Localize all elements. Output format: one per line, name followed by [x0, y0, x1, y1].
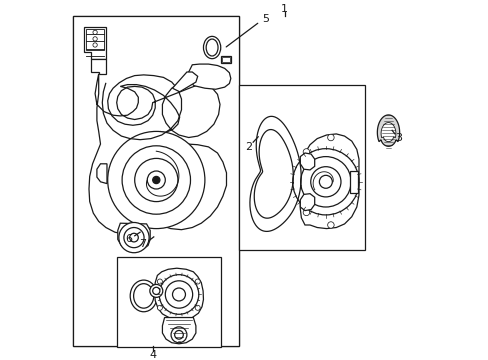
Circle shape	[92, 40, 97, 45]
Polygon shape	[84, 31, 106, 83]
Circle shape	[310, 167, 340, 197]
Polygon shape	[118, 223, 150, 250]
Circle shape	[119, 222, 149, 253]
Circle shape	[174, 330, 183, 339]
Polygon shape	[172, 72, 197, 92]
Polygon shape	[377, 115, 399, 146]
Polygon shape	[300, 153, 314, 170]
Polygon shape	[239, 85, 365, 250]
Polygon shape	[300, 134, 358, 229]
Text: 2: 2	[245, 141, 252, 152]
Circle shape	[152, 176, 160, 184]
Polygon shape	[73, 16, 239, 346]
Circle shape	[171, 327, 186, 343]
Circle shape	[152, 287, 160, 294]
Circle shape	[149, 284, 163, 297]
Circle shape	[327, 134, 333, 141]
Circle shape	[157, 305, 162, 310]
Polygon shape	[117, 257, 221, 347]
Ellipse shape	[206, 39, 218, 56]
Circle shape	[195, 279, 200, 284]
Polygon shape	[73, 16, 239, 346]
Circle shape	[122, 146, 190, 214]
Polygon shape	[89, 74, 226, 234]
Polygon shape	[349, 171, 357, 193]
Polygon shape	[300, 194, 314, 211]
Polygon shape	[222, 57, 230, 62]
Circle shape	[172, 288, 185, 301]
Ellipse shape	[133, 284, 153, 308]
Polygon shape	[221, 56, 230, 63]
Polygon shape	[91, 59, 106, 74]
Circle shape	[93, 37, 97, 41]
Circle shape	[92, 54, 97, 59]
Circle shape	[147, 171, 165, 189]
Circle shape	[303, 209, 309, 216]
Circle shape	[107, 131, 204, 229]
Polygon shape	[86, 29, 104, 50]
Text: 4: 4	[149, 350, 156, 360]
Polygon shape	[154, 268, 203, 320]
Text: 7: 7	[139, 239, 146, 249]
Circle shape	[157, 279, 162, 284]
Text: 6: 6	[125, 234, 132, 244]
Polygon shape	[84, 27, 106, 59]
Polygon shape	[91, 93, 217, 229]
Circle shape	[300, 157, 350, 207]
Circle shape	[93, 43, 97, 47]
Polygon shape	[188, 64, 230, 89]
Text: 1: 1	[281, 4, 288, 14]
Circle shape	[92, 47, 97, 52]
Text: 3: 3	[394, 132, 401, 143]
Circle shape	[92, 33, 97, 39]
Polygon shape	[97, 164, 107, 184]
Circle shape	[134, 158, 178, 202]
Circle shape	[123, 228, 144, 248]
Circle shape	[292, 149, 358, 215]
Circle shape	[195, 305, 200, 310]
Text: 5: 5	[262, 14, 268, 24]
Ellipse shape	[130, 280, 157, 312]
Circle shape	[129, 233, 138, 242]
Circle shape	[159, 275, 199, 314]
Circle shape	[327, 222, 333, 228]
Circle shape	[319, 175, 332, 188]
Polygon shape	[162, 318, 196, 344]
Circle shape	[165, 281, 192, 308]
Ellipse shape	[203, 36, 220, 59]
Polygon shape	[380, 123, 395, 141]
Circle shape	[303, 149, 309, 155]
Circle shape	[93, 30, 97, 35]
